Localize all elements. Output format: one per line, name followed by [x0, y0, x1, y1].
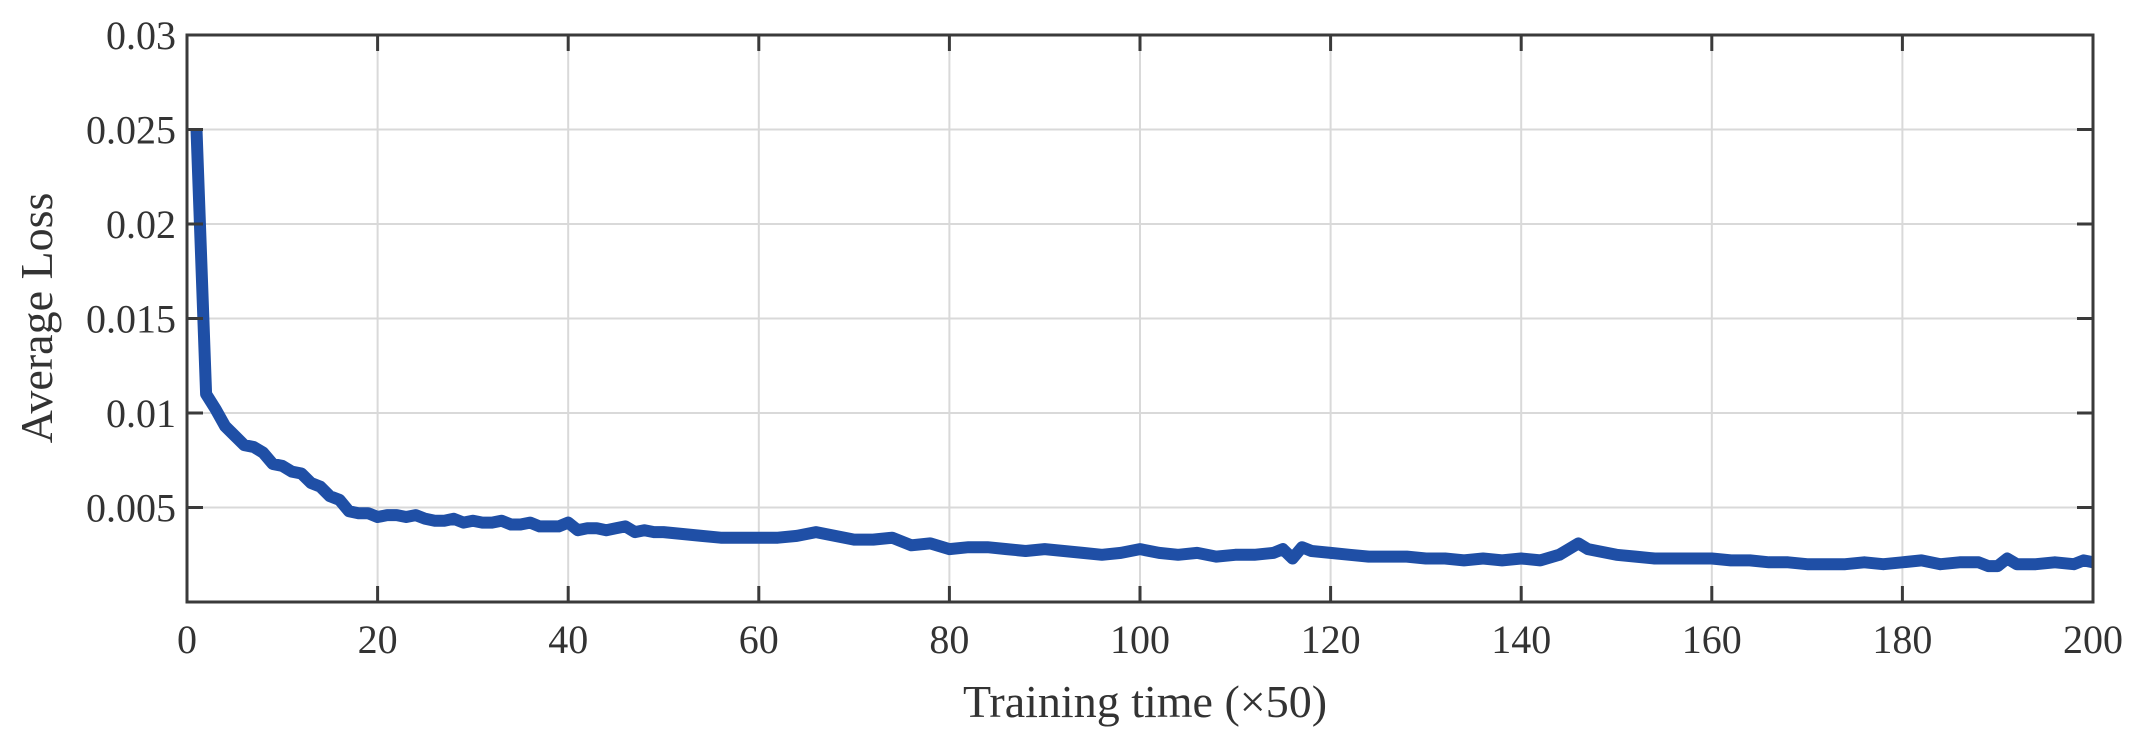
x-tick-label: 0: [177, 617, 197, 662]
x-tick-label: 200: [2063, 617, 2123, 662]
y-tick-label: 0.03: [106, 13, 176, 58]
y-tick-label: 0.01: [106, 391, 176, 436]
x-tick-label: 20: [358, 617, 398, 662]
x-tick-label: 100: [1110, 617, 1170, 662]
grid: [187, 35, 2093, 602]
y-axis-title: Average Loss: [11, 193, 62, 444]
x-tick-label: 140: [1491, 617, 1551, 662]
x-tick-label: 80: [929, 617, 969, 662]
tick-labels: 0 20 40 60 80 100 120 140 160 180 200 0.005 0.01 0.01…: [86, 13, 2123, 662]
x-tick-label: 60: [739, 617, 779, 662]
y-tick-label: 0.005: [86, 486, 176, 531]
ticks: [185, 33, 2095, 602]
x-tick-label: 120: [1301, 617, 1361, 662]
y-tick-label: 0.025: [86, 108, 176, 153]
x-tick-label: 40: [548, 617, 588, 662]
y-tick-label: 0.015: [86, 297, 176, 342]
y-tick-label: 0.02: [106, 202, 176, 247]
x-axis-title: Training time (×50): [963, 676, 1327, 727]
series-layer: [190, 129, 2095, 573]
x-tick-label: 160: [1682, 617, 1742, 662]
loss-series-line: [190, 129, 2095, 573]
x-tick-label: 180: [1872, 617, 1932, 662]
